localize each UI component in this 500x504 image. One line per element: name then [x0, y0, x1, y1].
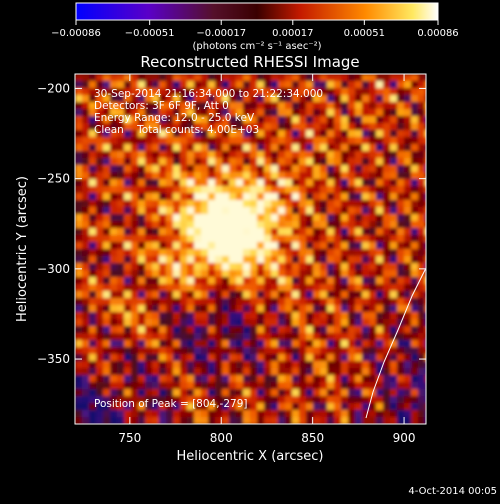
- colorbar-tick-label: −0.00017: [196, 28, 246, 39]
- heatmap-image: [75, 74, 426, 424]
- footer-date: 4-Oct-2014 00:05: [408, 486, 497, 497]
- y-axis-label: Heliocentric Y (arcsec): [15, 176, 30, 322]
- colorbar-unit-label: (photons cm⁻² s⁻¹ asec⁻²): [192, 41, 321, 52]
- annotations: 30-Sep-2014 21:16:34.000 to 21:22:34.000…: [94, 88, 323, 410]
- colorbar-tick-label: −0.00086: [51, 28, 101, 39]
- x-tick-label: 750: [118, 431, 141, 445]
- x-tick-label: 900: [393, 431, 416, 445]
- annotation-time-range: 30-Sep-2014 21:16:34.000 to 21:22:34.000: [94, 88, 323, 100]
- annotation-clean-counts: Clean Total counts: 4.00E+03: [94, 124, 259, 136]
- colorbar: −0.00086 −0.00051 −0.00017 0.00017 0.00051 0.…: [51, 2, 459, 52]
- axis-ticks: 750 800 850 900 −200 −250 −300 −350: [37, 74, 426, 445]
- colorbar-tick-label: −0.00051: [125, 28, 175, 39]
- colorbar-ticks: −0.00086 −0.00051 −0.00017 0.00017 0.00051 0.…: [51, 20, 459, 39]
- y-tick-label: −200: [37, 81, 70, 95]
- colorbar-gradient: [75, 2, 439, 21]
- y-tick-label: −250: [37, 172, 70, 186]
- annotation-detectors: Detectors: 3F 6F 9F, Att 0: [94, 100, 229, 112]
- plot-area: 750 800 850 900 −200 −250 −300 −350: [37, 73, 427, 445]
- solar-limb: [365, 267, 426, 419]
- x-axis-label: Heliocentric X (arcsec): [177, 449, 324, 464]
- chart-title: Reconstructed RHESSI Image: [140, 53, 359, 71]
- colorbar-tick-label: 0.00017: [272, 28, 313, 39]
- x-tick-label: 800: [210, 431, 233, 445]
- peak-position-label: Position of Peak = [804,-279]: [94, 398, 248, 410]
- y-tick-label: −300: [37, 262, 70, 276]
- x-tick-label: 850: [301, 431, 324, 445]
- colorbar-tick-label: 0.00086: [417, 28, 458, 39]
- annotation-energy-range: Energy Range: 12.0 - 25.0 keV: [94, 112, 255, 124]
- y-tick-label: −350: [37, 352, 70, 366]
- plot-frame: [74, 73, 427, 425]
- colorbar-tick-label: 0.00051: [344, 28, 385, 39]
